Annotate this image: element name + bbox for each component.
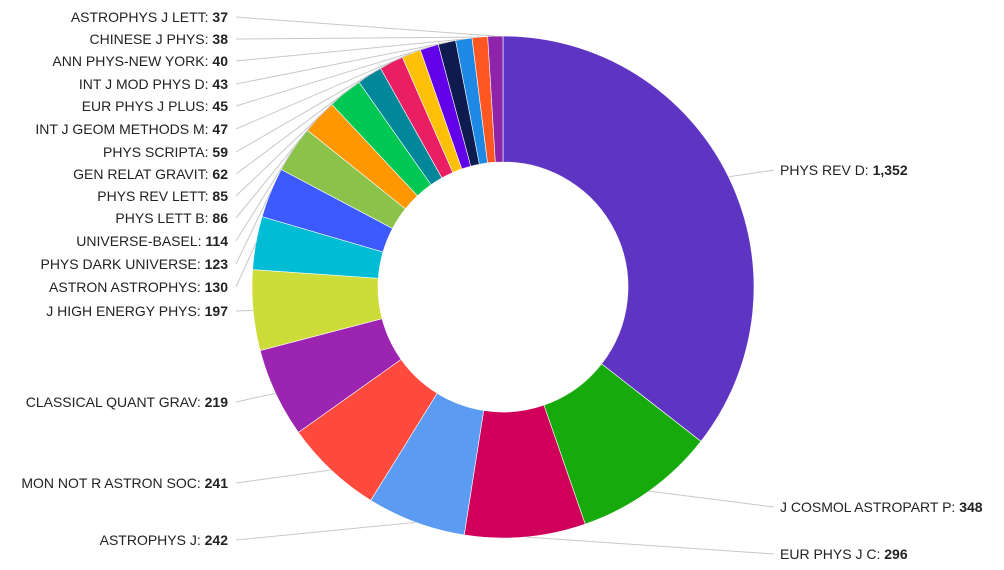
data-label-value: 37 [212, 9, 228, 25]
leader-line-phys-rev-lett [235, 91, 345, 197]
data-label-phys-rev-lett: PHYS REV LETT: 85 [97, 188, 228, 204]
data-label-gen-relat-gravit: GEN RELAT GRAVIT: 62 [73, 166, 228, 182]
leader-line-chinese-j-phys [235, 36, 480, 40]
data-label-value: 241 [205, 475, 229, 491]
data-label-name: PHYS DARK UNIVERSE: [40, 256, 204, 272]
data-label-astron-astrophys: ASTRON ASTROPHYS: 130 [49, 279, 228, 295]
data-label-name: INT J GEOM METHODS M: [35, 121, 212, 137]
data-label-universe-basel: UNIVERSE-BASEL: 114 [76, 233, 228, 249]
leader-line-phys-scripta [235, 61, 392, 153]
data-label-name: PHYS LETT B: [115, 210, 212, 226]
data-label-eur-phys-j-c: EUR PHYS J C: 296 [780, 546, 908, 562]
data-label-classical-quant-grav: CLASSICAL QUANT GRAV: 219 [26, 394, 229, 410]
data-label-name: ASTRON ASTROPHYS: [49, 279, 205, 295]
data-label-value: 59 [212, 144, 228, 160]
data-label-value: 38 [212, 31, 228, 47]
leader-line-eur-phys-j-c [525, 536, 775, 555]
data-label-value: 1,352 [873, 162, 908, 178]
leader-line-classical-quant-grav [235, 392, 276, 403]
data-label-value: 86 [212, 210, 228, 226]
data-label-name: EUR PHYS J C: [780, 546, 884, 562]
leader-line-astrophys-j [235, 521, 416, 541]
data-label-name: ANN PHYS-NEW YORK: [52, 53, 212, 69]
data-label-j-cosmol-astropart-p: J COSMOL ASTROPART P: 348 [780, 499, 983, 515]
leader-line-gen-relat-gravit [235, 74, 370, 175]
leader-line-astrophys-j-lett [235, 16, 496, 37]
data-label-name: PHYS REV D: [780, 162, 873, 178]
data-label-phys-scripta: PHYS SCRIPTA: 59 [103, 144, 228, 160]
data-label-value: 348 [959, 499, 983, 515]
data-label-name: CHINESE J PHYS: [90, 31, 213, 47]
data-label-phys-dark-universe: PHYS DARK UNIVERSE: 123 [40, 256, 228, 272]
data-label-value: 62 [212, 166, 228, 182]
data-label-name: ASTROPHYS J LETT: [71, 9, 213, 25]
data-label-name: CLASSICAL QUANT GRAV: [26, 394, 205, 410]
leader-line-eur-phys-j-plus [235, 46, 430, 107]
data-label-ann-phys-new-york: ANN PHYS-NEW YORK: 40 [52, 53, 228, 69]
leader-line-astron-astrophys [235, 242, 257, 288]
leader-lines-group [235, 16, 775, 555]
data-label-name: MON NOT R ASTRON SOC: [21, 475, 204, 491]
data-label-name: J HIGH ENERGY PHYS: [46, 303, 204, 319]
data-label-eur-phys-j-plus: EUR PHYS J PLUS: 45 [82, 98, 228, 114]
data-label-value: 114 [205, 233, 228, 249]
data-label-name: INT J MOD PHYS D: [79, 76, 213, 92]
labels-group: PHYS REV D: 1,352 J COSMOL ASTROPART P: 3… [21, 9, 982, 562]
data-label-value: 296 [884, 546, 908, 562]
data-label-int-j-mod-phys-d: INT J MOD PHYS D: 43 [79, 76, 228, 92]
slices-group [251, 35, 755, 539]
data-label-chinese-j-phys: CHINESE J PHYS: 38 [90, 31, 229, 47]
data-label-phys-rev-d: PHYS REV D: 1,352 [780, 162, 908, 178]
data-label-value: 43 [212, 76, 228, 92]
data-label-name: UNIVERSE-BASEL: [76, 233, 205, 249]
data-label-value: 242 [205, 532, 229, 548]
data-label-value: 123 [205, 256, 229, 272]
data-label-value: 130 [205, 279, 229, 295]
leader-line-int-j-mod-phys-d [235, 41, 447, 85]
data-label-name: J COSMOL ASTROPART P: [780, 499, 959, 515]
data-label-j-high-energy-phys: J HIGH ENERGY PHYS: 197 [46, 303, 228, 319]
data-label-value: 219 [205, 394, 229, 410]
leader-line-mon-not-r-astron-soc [235, 469, 332, 484]
data-label-name: GEN RELAT GRAVIT: [73, 166, 212, 182]
data-label-name: ASTROPHYS J: [100, 532, 205, 548]
data-label-value: 40 [212, 53, 228, 69]
data-label-phys-lett-b: PHYS LETT B: 86 [115, 210, 228, 226]
leader-line-ann-phys-new-york [235, 38, 464, 62]
leader-line-int-j-geom-methods-m [235, 52, 412, 130]
data-label-value: 85 [212, 188, 228, 204]
leader-line-phys-lett-b [235, 116, 320, 219]
leader-line-j-high-energy-phys [235, 309, 254, 312]
leader-line-phys-dark-universe [235, 192, 271, 265]
data-label-astrophys-j: ASTROPHYS J: 242 [100, 532, 229, 548]
data-label-astrophys-j-lett: ASTROPHYS J LETT: 37 [71, 9, 228, 25]
data-label-name: PHYS SCRIPTA: [103, 144, 212, 160]
data-label-value: 197 [205, 303, 229, 319]
data-label-value: 45 [212, 98, 228, 114]
slice-phys-rev-d [502, 35, 755, 442]
leader-line-phys-rev-d [728, 169, 775, 178]
data-label-name: EUR PHYS J PLUS: [82, 98, 213, 114]
data-label-value: 47 [212, 121, 228, 137]
data-label-name: PHYS REV LETT: [97, 188, 212, 204]
data-label-mon-not-r-astron-soc: MON NOT R ASTRON SOC: 241 [21, 475, 228, 491]
data-label-int-j-geom-methods-m: INT J GEOM METHODS M: 47 [35, 121, 228, 137]
leader-line-universe-basel [235, 148, 294, 242]
leader-line-j-cosmol-astropart-p [648, 490, 775, 508]
